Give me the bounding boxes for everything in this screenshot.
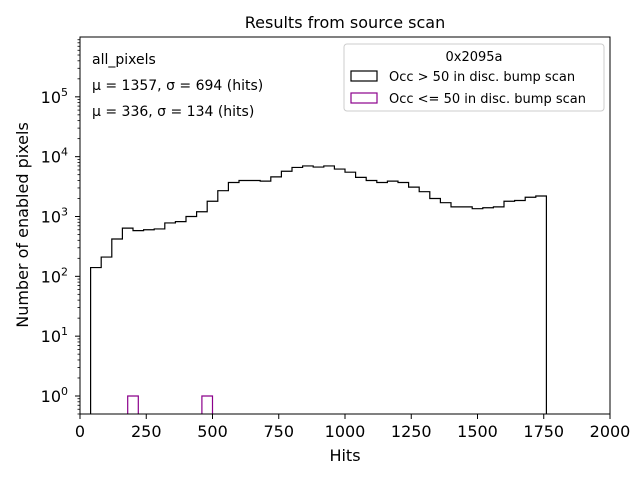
histogram-bar: [451, 207, 462, 414]
histogram-bar: [440, 203, 451, 414]
histogram-series-2: [127, 395, 214, 414]
histogram-bar: [260, 181, 271, 414]
histogram-bar: [175, 222, 186, 414]
histogram-bar: [218, 191, 229, 414]
annotation-stats-series-2: μ = 336, σ = 134 (hits): [92, 104, 254, 120]
x-tick-label: 1750: [523, 422, 564, 441]
legend-box: [343, 43, 605, 112]
x-tick-label: 250: [131, 422, 162, 441]
histogram-bar: [334, 169, 345, 414]
histogram-bar: [430, 198, 441, 414]
histogram-bar: [515, 201, 526, 414]
legend-label-series-2: Occ <= 50 in disc. bump scan: [389, 92, 586, 107]
histogram-bar: [281, 171, 292, 414]
histogram-bar: [313, 167, 324, 414]
histogram-bar: [207, 201, 218, 414]
x-tick-label: 0: [75, 422, 85, 441]
histogram-bar: [133, 231, 144, 414]
histogram-bar: [303, 166, 314, 414]
y-tick-label: 105: [41, 86, 68, 107]
histogram-bar: [154, 229, 165, 414]
y-tick-label: 103: [41, 205, 68, 226]
histogram-bar: [419, 192, 430, 414]
histogram-bar: [493, 207, 504, 414]
y-tick-label: 104: [41, 146, 68, 167]
annotation-label: all_pixels: [92, 52, 156, 68]
legend-label-series-1: Occ > 50 in disc. bump scan: [389, 70, 575, 85]
histogram-bar: [186, 216, 197, 414]
x-axis-label: Hits: [329, 446, 360, 465]
histogram-bar: [112, 239, 123, 414]
x-tick-label: 750: [263, 422, 294, 441]
histogram-bar: [122, 228, 133, 414]
legend: 0x2095a Occ > 50 in disc. bump scan Occ …: [343, 43, 605, 112]
histogram-bar: [387, 181, 398, 414]
x-tick-label: 1000: [325, 422, 366, 441]
legend-swatch-series-2: [350, 92, 378, 104]
x-tick-label: 1500: [457, 422, 498, 441]
histogram-bar: [472, 209, 483, 414]
histogram-bar: [504, 201, 515, 414]
histogram-bar: [398, 182, 409, 414]
chart-title: Results from source scan: [245, 13, 445, 32]
x-tick-label: 2000: [590, 422, 631, 441]
histogram-bar: [144, 230, 155, 414]
histogram-bar: [409, 187, 420, 414]
histogram-bar: [91, 268, 102, 414]
histogram-bar: [525, 197, 536, 414]
histogram-series-1: [90, 165, 547, 414]
histogram-bar: [127, 395, 139, 414]
histogram-outline-series-1: [90, 165, 547, 414]
histogram-bar: [483, 208, 494, 414]
histogram-bar: [250, 180, 261, 414]
annotation-stats-series-1: μ = 1357, σ = 694 (hits): [92, 78, 263, 94]
histogram-bar: [366, 180, 377, 414]
histogram-bar: [377, 182, 388, 414]
y-tick-label: 101: [41, 325, 68, 346]
x-tick-label: 1250: [391, 422, 432, 441]
histogram-bar: [536, 196, 547, 414]
histogram-bar: [356, 177, 367, 414]
y-axis-label: Number of enabled pixels: [13, 122, 32, 328]
x-axis: 0 250 500 750 1000 1250 1500 1750 2000: [75, 414, 630, 441]
legend-swatch-series-1: [350, 70, 378, 82]
histogram-bar: [201, 395, 214, 414]
legend-title: 0x2095a: [445, 50, 502, 65]
histogram-bar: [324, 166, 335, 414]
histogram-bar: [165, 223, 176, 414]
x-tick-label: 500: [197, 422, 228, 441]
histogram-bar: [271, 177, 282, 414]
y-tick-label: 100: [41, 385, 68, 406]
histogram-bar: [197, 212, 208, 414]
histogram-bar: [101, 257, 112, 414]
y-tick-label: 102: [41, 265, 68, 286]
histogram-layer: [90, 165, 547, 414]
histogram-bar: [228, 182, 239, 414]
y-axis: 100 101 102 103 104 105: [41, 39, 80, 415]
histogram-bar: [292, 167, 303, 414]
histogram-bar: [345, 172, 356, 414]
histogram-bar: [239, 180, 250, 414]
histogram-bar: [462, 207, 473, 414]
